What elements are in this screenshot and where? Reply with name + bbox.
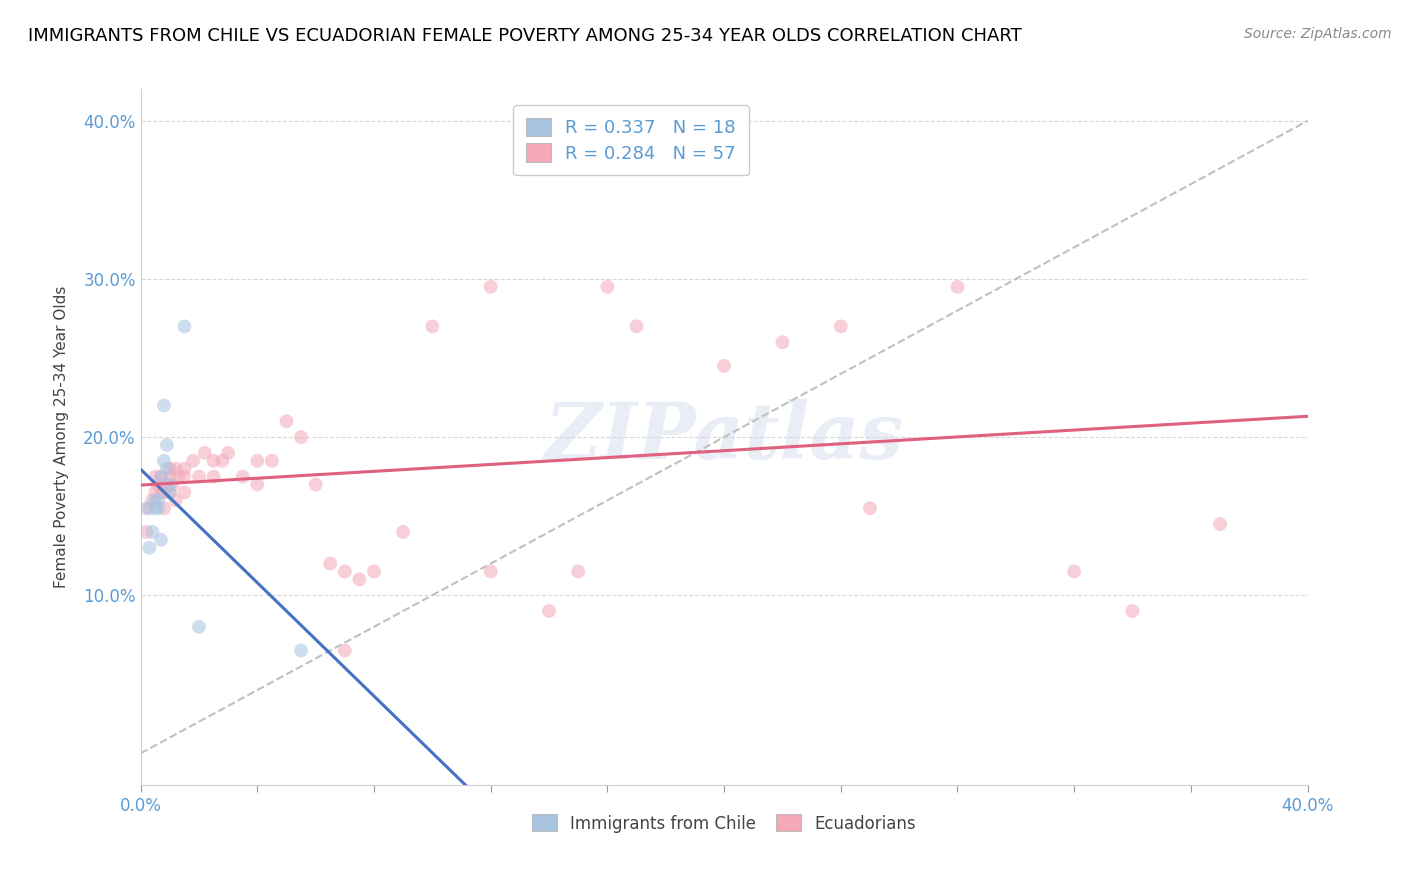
Point (260, 454, 283, 468)
Point (319, 557, 342, 571)
Point (141, 524, 163, 539)
Legend: Immigrants from Chile, Ecuadorians: Immigrants from Chile, Ecuadorians (526, 808, 922, 839)
Point (713, 161, 735, 176)
Point (150, 485, 173, 500)
Point (150, 469, 173, 483)
Point (159, 485, 181, 500)
Point (392, 524, 415, 539)
Point (596, 280, 619, 294)
Point (211, 454, 233, 468)
Point (333, 565, 356, 579)
Point (217, 446, 239, 460)
Point (143, 501, 166, 516)
Point (194, 446, 217, 460)
Point (143, 493, 166, 508)
Point (159, 469, 181, 483)
Point (772, 335, 794, 350)
Point (143, 469, 166, 483)
Point (141, 493, 163, 508)
Point (153, 501, 176, 516)
Text: IMMIGRANTS FROM CHILE VS ECUADORIAN FEMALE POVERTY AMONG 25-34 YEAR OLDS CORRELA: IMMIGRANTS FROM CHILE VS ECUADORIAN FEMA… (28, 27, 1022, 45)
Point (165, 461, 187, 475)
Text: ZIPatlas: ZIPatlas (544, 399, 904, 475)
Point (479, 280, 502, 294)
Point (135, 524, 157, 539)
Point (305, 477, 328, 491)
Point (156, 461, 179, 475)
Point (159, 477, 181, 491)
Point (202, 454, 225, 468)
Y-axis label: Female Poverty Among 25-34 Year Olds: Female Poverty Among 25-34 Year Olds (55, 286, 69, 588)
Point (479, 565, 502, 579)
Point (349, 573, 371, 587)
Point (135, 501, 157, 516)
Point (232, 469, 254, 483)
Point (153, 485, 176, 500)
Point (146, 493, 169, 508)
Point (246, 454, 269, 468)
Point (1063, 565, 1085, 579)
Point (246, 477, 269, 491)
Point (156, 438, 179, 452)
Text: Source: ZipAtlas.com: Source: ZipAtlas.com (1244, 27, 1392, 41)
Point (830, 319, 852, 334)
Point (538, 604, 561, 618)
Point (363, 565, 385, 579)
Point (1122, 604, 1144, 618)
Point (713, 359, 735, 373)
Point (188, 469, 211, 483)
Point (138, 541, 160, 555)
Point (167, 469, 190, 483)
Point (290, 430, 312, 444)
Point (1209, 516, 1232, 531)
Point (165, 493, 187, 508)
Point (567, 565, 589, 579)
Point (276, 414, 298, 428)
Point (153, 399, 176, 413)
Point (159, 461, 181, 475)
Point (146, 477, 169, 491)
Point (173, 469, 195, 483)
Point (146, 501, 169, 516)
Point (150, 533, 173, 547)
Point (138, 501, 160, 516)
Point (173, 319, 195, 334)
Point (946, 280, 969, 294)
Point (181, 454, 204, 468)
Point (159, 485, 181, 500)
Point (188, 620, 211, 634)
Point (156, 477, 179, 491)
Point (202, 469, 225, 483)
Point (626, 319, 648, 334)
Point (333, 643, 356, 657)
Point (173, 461, 195, 475)
Point (290, 643, 312, 657)
Point (153, 454, 176, 468)
Point (162, 477, 184, 491)
Point (143, 485, 166, 500)
Point (150, 469, 173, 483)
Point (422, 319, 444, 334)
Point (173, 485, 195, 500)
Point (859, 501, 882, 516)
